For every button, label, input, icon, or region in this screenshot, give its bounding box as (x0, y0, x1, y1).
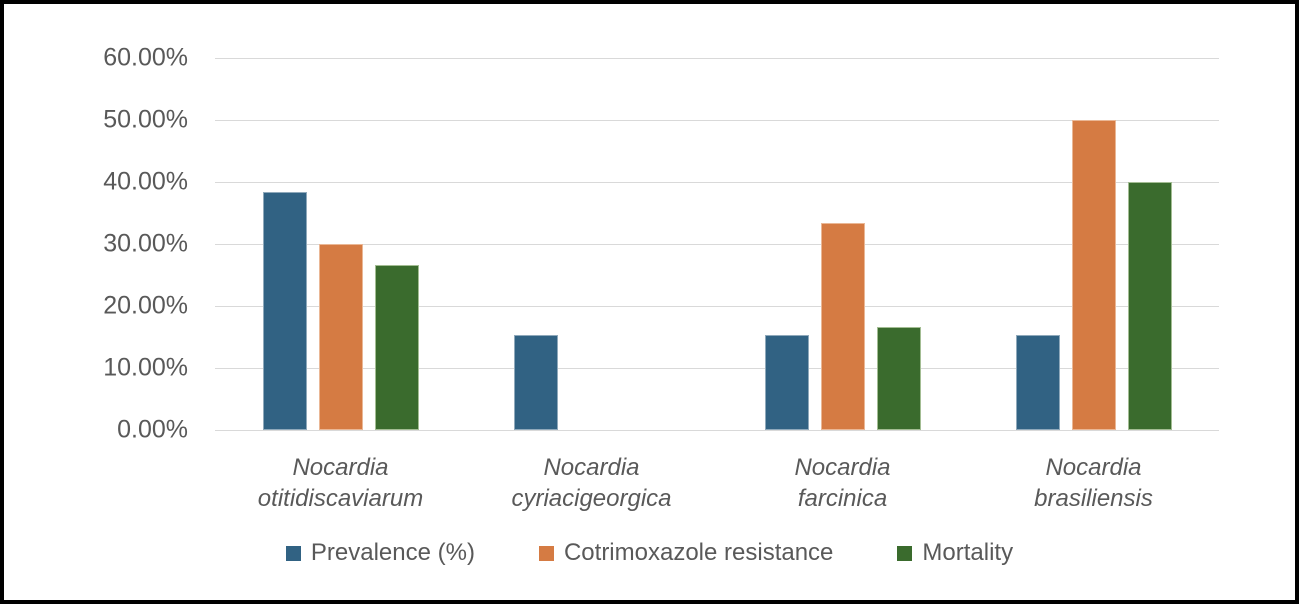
gridline-40 (215, 182, 1219, 183)
y-tick-label-0: 0.00% (117, 415, 188, 444)
legend-label: Prevalence (%) (310, 539, 475, 566)
x-axis: Nocardia otitidiscaviarum Nocardia cyriacig… (215, 452, 1219, 518)
legend: Prevalence (%) Cotrimoxazole resistance Mo… (4, 538, 1295, 568)
x-category-label-line: farcinica (797, 485, 888, 512)
x-category-label-line: otitidiscaviarum (257, 485, 424, 512)
bar-cotrimoxazole-resistance-nocardia-otitidiscaviarum (319, 244, 363, 430)
legend-label: Mortality (922, 539, 1014, 566)
x-category-label-nocardia-farcinica: Nocardia farcinica (713, 452, 973, 514)
x-category-label-nocardia-cyriacigeorgica: Nocardia cyriacigeorgica (462, 452, 722, 514)
x-category-label-nocardia-brasiliensis: Nocardia brasiliensis (964, 452, 1224, 514)
y-tick-label-30: 30.00% (103, 229, 188, 258)
bar-mortality-nocardia-otitidiscaviarum (375, 265, 419, 430)
bar-cotrimoxazole-resistance-nocardia-farcinica (821, 223, 865, 430)
x-category-label-line: Nocardia (1045, 454, 1142, 481)
gridline-50 (215, 120, 1219, 121)
bar-mortality-nocardia-brasiliensis (1128, 182, 1172, 430)
bar-prevalence-nocardia-otitidiscaviarum (263, 192, 307, 430)
y-tick-label-20: 20.00% (103, 291, 188, 320)
legend-swatch-icon (897, 545, 913, 561)
x-category-label-line: Nocardia (543, 454, 640, 481)
gridline-10 (215, 368, 1219, 369)
gridline-20 (215, 306, 1219, 307)
x-category-label-line: Nocardia (292, 454, 389, 481)
legend-item-prevalence: Prevalence (%) (285, 538, 475, 568)
legend-swatch-icon (538, 545, 554, 561)
x-category-label-line: Nocardia (794, 454, 891, 481)
legend-swatch-icon (285, 545, 301, 561)
bar-cotrimoxazole-resistance-nocardia-brasiliensis (1072, 120, 1116, 430)
plot-area (215, 58, 1219, 431)
gridline-30 (215, 244, 1219, 245)
bar-mortality-nocardia-farcinica (877, 327, 921, 430)
y-tick-label-60: 60.00% (103, 43, 188, 72)
gridline-60 (215, 58, 1219, 59)
legend-label: Cotrimoxazole resistance (563, 539, 834, 566)
legend-item-mortality: Mortality (897, 538, 1013, 568)
bar-prevalence-nocardia-brasiliensis (1016, 335, 1060, 430)
bar-prevalence-nocardia-cyriacigeorgica (514, 335, 558, 430)
y-tick-label-40: 40.00% (103, 167, 188, 196)
bar-prevalence-nocardia-farcinica (765, 335, 809, 430)
gridline-0 (215, 430, 1219, 431)
x-category-label-line: cyriacigeorgica (511, 485, 672, 512)
y-axis: 60.00% 50.00% 40.00% 30.00% 20.00% 10.00% 0.00… (40, 45, 188, 442)
x-category-label-line: brasiliensis (1034, 485, 1153, 512)
x-category-label-nocardia-otitidiscaviarum: Nocardia otitidiscaviarum (211, 452, 471, 514)
y-tick-label-10: 10.00% (103, 353, 188, 382)
y-tick-label-50: 50.00% (103, 105, 188, 134)
legend-item-cotrimoxazole-resistance: Cotrimoxazole resistance (538, 538, 834, 568)
